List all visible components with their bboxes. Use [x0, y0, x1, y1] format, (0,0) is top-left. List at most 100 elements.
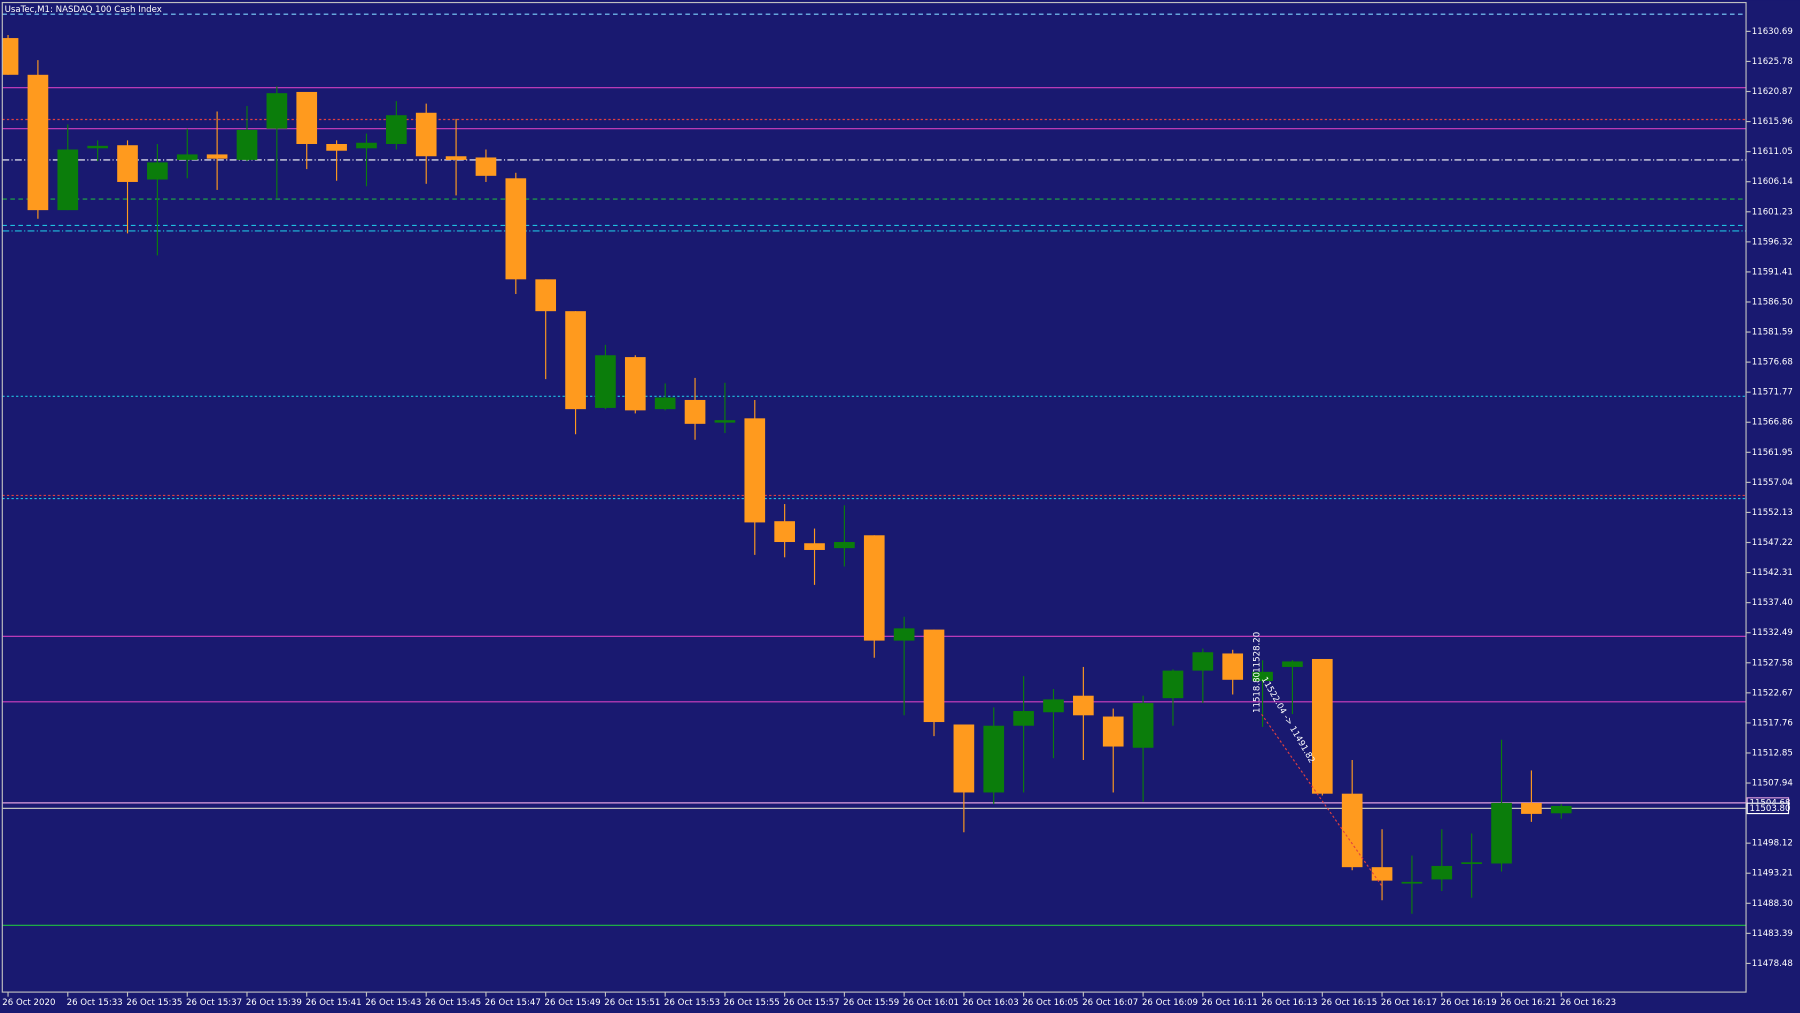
y-tick-label: 11522.67	[1752, 688, 1793, 698]
candle-body	[2, 38, 19, 75]
y-tick-label: 11488.30	[1752, 899, 1793, 909]
x-tick-label: 26 Oct 15:47	[485, 998, 541, 1008]
y-tick-label: 11507.94	[1752, 779, 1793, 789]
x-tick-label: 26 Oct 16:21	[1500, 998, 1556, 1008]
candle-body	[87, 145, 108, 149]
candle-body	[1132, 703, 1154, 748]
x-tick-label: 26 Oct 15:35	[126, 998, 182, 1008]
candle-body	[1013, 711, 1034, 726]
x-tick-label: 26 Oct 15:57	[784, 998, 840, 1008]
x-tick-label: 26 Oct 16:09	[1142, 998, 1198, 1008]
y-tick-label: 11512.85	[1752, 748, 1793, 758]
y-tick-label: 11606.14	[1752, 177, 1793, 187]
x-tick-label: 26 Oct 15:51	[604, 998, 660, 1008]
candle-body	[296, 91, 318, 144]
candle-body	[1401, 881, 1423, 884]
candle-body	[27, 74, 49, 211]
candle-body	[1043, 699, 1064, 713]
x-tick-label: 26 Oct 15:41	[306, 998, 362, 1008]
candle-body	[176, 154, 198, 160]
candle-body	[1431, 865, 1453, 880]
y-tick-label: 11561.95	[1752, 448, 1793, 458]
x-tick-label: 26 Oct 15:49	[545, 998, 601, 1008]
price-label: 11503.80	[1749, 804, 1790, 814]
chart-title: UsaTec,M1: NASDAQ 100 Cash Index	[5, 5, 162, 15]
candle-body	[1341, 793, 1363, 868]
candle-body	[117, 145, 138, 182]
candle-body	[1162, 670, 1184, 699]
candle-body	[1192, 652, 1214, 671]
candle-body	[505, 178, 527, 280]
x-tick-label: 26 Oct 16:15	[1321, 998, 1377, 1008]
candle-body	[1311, 658, 1333, 794]
y-tick-label: 11493.21	[1752, 869, 1793, 879]
x-tick-label: 26 Oct 15:37	[186, 998, 242, 1008]
candle-body	[1550, 805, 1572, 814]
candle-body	[1461, 862, 1482, 864]
candle-body	[147, 162, 168, 180]
price-label-box	[1746, 802, 1790, 815]
plot-area	[2, 13, 1747, 926]
candle-body	[475, 157, 497, 176]
y-tick-label: 11527.58	[1752, 658, 1793, 668]
candle-body	[983, 725, 1005, 793]
y-tick-label: 11630.69	[1752, 27, 1793, 37]
x-tick-label: 26 Oct 15:39	[246, 998, 302, 1008]
candle-body	[236, 129, 258, 160]
y-tick-label: 11601.23	[1752, 207, 1793, 217]
trade-annotation: 11518.80	[1253, 672, 1263, 713]
x-tick-label: 26 Oct 16:05	[1022, 998, 1078, 1008]
candle-body	[624, 357, 646, 411]
candle-body	[1102, 716, 1124, 747]
candle-body	[266, 93, 288, 129]
candle-body	[923, 629, 945, 723]
trade-annotation: 11528.20	[1253, 632, 1263, 673]
candle-body	[953, 724, 975, 793]
candle-body	[356, 142, 377, 149]
candle-body	[1371, 867, 1393, 881]
x-tick-label: 26 Oct 15:59	[843, 998, 899, 1008]
candle-body	[415, 112, 437, 157]
y-tick-label: 11566.86	[1752, 418, 1793, 428]
y-tick-label: 11576.68	[1752, 358, 1793, 368]
candle-body	[565, 311, 586, 410]
y-tick-label: 11586.50	[1752, 297, 1793, 307]
x-tick-label: 26 Oct 15:55	[724, 998, 780, 1008]
x-tick-label: 26 Oct 16:07	[1082, 998, 1138, 1008]
y-tick-label: 11571.77	[1752, 388, 1793, 398]
y-tick-label: 11478.48	[1752, 959, 1793, 969]
x-tick-label: 26 Oct 15:45	[425, 998, 481, 1008]
x-tick-label: 26 Oct 16:03	[963, 998, 1019, 1008]
candle-body	[1521, 802, 1542, 814]
candle-body	[744, 418, 766, 523]
y-tick-label: 11620.87	[1752, 87, 1793, 97]
y-tick-label: 11547.22	[1752, 538, 1793, 548]
candle-body	[57, 149, 79, 211]
y-tick-label: 11591.41	[1752, 267, 1793, 277]
x-tick-label: 26 Oct 15:43	[365, 998, 421, 1008]
candle-body	[1222, 653, 1244, 680]
x-tick-label: 26 Oct 16:13	[1261, 998, 1317, 1008]
y-tick-label: 11498.12	[1752, 839, 1793, 849]
candle-body	[654, 397, 676, 410]
x-tick-label: 26 Oct 16:23	[1560, 998, 1616, 1008]
candle-body	[1491, 802, 1512, 864]
y-tick-label: 11625.78	[1752, 57, 1793, 67]
trade-line	[1261, 713, 1383, 887]
x-tick-label: 26 Oct 15:33	[67, 998, 123, 1008]
y-tick-label: 11532.49	[1752, 628, 1793, 638]
candle-body	[535, 279, 557, 312]
y-tick-label: 11581.59	[1752, 328, 1793, 338]
candle-body	[206, 154, 228, 159]
candle-body	[1073, 695, 1094, 716]
candle-body	[834, 542, 855, 549]
candle-body	[1252, 671, 1273, 682]
candle-body	[863, 535, 885, 641]
candle-body	[804, 543, 825, 550]
x-tick-label: 26 Oct 2020	[2, 998, 55, 1008]
y-tick-label: 11552.13	[1752, 508, 1793, 518]
x-tick-label: 26 Oct 16:17	[1381, 998, 1437, 1008]
